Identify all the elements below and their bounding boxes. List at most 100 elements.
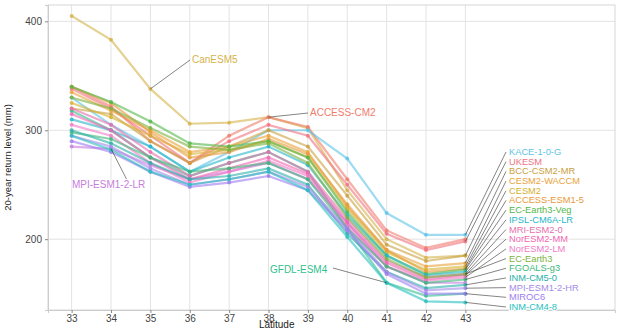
series-point: [70, 123, 74, 127]
series-point: [385, 248, 389, 252]
x-tick: 41: [382, 310, 394, 324]
plot-area: [70, 14, 468, 304]
series-point: [227, 156, 231, 160]
series-label: INM-CM4-8: [509, 302, 557, 312]
series-point: [188, 177, 192, 181]
y-axis: 200 300 400: [25, 6, 48, 311]
series-line: [72, 108, 466, 277]
series-label: MPI-ESM1-2-HR: [509, 283, 579, 293]
y-tick-mark: [45, 239, 48, 240]
series-point: [385, 211, 389, 215]
y-axis-line: [45, 6, 49, 311]
series-label: UKESM: [509, 157, 542, 167]
series-label: GFDL-ESM4: [270, 264, 328, 275]
series-point: [188, 183, 192, 187]
grid: [48, 5, 615, 310]
series-point: [70, 96, 74, 100]
series-label: KACE-1-0-G: [509, 147, 561, 157]
series-point: [385, 257, 389, 261]
series-point: [227, 139, 231, 143]
y-tick-mark: [45, 21, 48, 22]
y-tick: 300: [25, 125, 48, 136]
series-point: [267, 141, 271, 145]
x-tick: 33: [67, 310, 79, 324]
series-point: [70, 134, 74, 138]
series-line: [72, 147, 466, 283]
series-point: [148, 130, 152, 134]
series-point: [70, 96, 74, 100]
series-line: [72, 108, 466, 261]
series-point: [267, 128, 271, 132]
series-point: [148, 161, 152, 165]
series-point: [385, 272, 389, 276]
series-label: MPI-ESM1-2-LR: [72, 179, 145, 190]
series-point: [188, 177, 192, 181]
series-point: [109, 106, 113, 110]
series-point: [148, 139, 152, 143]
series-point: [70, 106, 74, 110]
series-point: [188, 170, 192, 174]
series-point: [70, 117, 74, 121]
y-tick-label: 300: [25, 125, 42, 136]
series-point: [385, 264, 389, 268]
series-point: [267, 150, 271, 154]
series-point: [188, 122, 192, 126]
series-point: [227, 148, 231, 152]
series-point: [227, 134, 231, 138]
x-tick-label: 39: [303, 313, 315, 324]
series-point: [148, 170, 152, 174]
label-leader: [333, 268, 387, 283]
series-line: [72, 98, 466, 278]
x-tick: 36: [185, 310, 197, 324]
series-point: [188, 170, 192, 174]
x-tick-label: 35: [145, 313, 157, 324]
plot-frame: [48, 5, 615, 310]
series-label: MRI-ESM2-0: [509, 225, 563, 235]
label-leader: [465, 181, 506, 263]
series-label: EC-Earth3-Veg: [509, 205, 572, 215]
series-point: [188, 177, 192, 181]
grid-line: [111, 5, 112, 310]
series-point: [345, 157, 349, 161]
series-point: [70, 14, 74, 18]
series-point: [188, 161, 192, 165]
series-point: [70, 85, 74, 89]
series-label: IPSL-CM6A-LR: [509, 215, 573, 225]
series-line: [72, 89, 466, 250]
series-point: [70, 85, 74, 89]
series-point: [148, 156, 152, 160]
label-leader: [465, 200, 506, 268]
series-line: [72, 87, 466, 274]
series-label: ACCESS-ESM1-5: [509, 195, 584, 205]
series-point: [188, 170, 192, 174]
series-point: [148, 120, 152, 124]
series-point: [148, 156, 152, 160]
series-point: [70, 101, 74, 105]
series-point: [70, 106, 74, 110]
series-point: [70, 139, 74, 143]
series-point: [267, 170, 271, 174]
x-tick: 35: [145, 310, 157, 324]
label-leader: [465, 287, 506, 289]
chart: 3334353637383940414243200300400Latitude2…: [0, 0, 623, 330]
y-tick: 400: [25, 16, 48, 27]
series-line: [72, 103, 466, 270]
series-point: [424, 275, 428, 279]
y-tick: 200: [25, 234, 48, 245]
series-point: [385, 248, 389, 252]
series-point: [70, 112, 74, 116]
label-leader: [150, 60, 190, 89]
series-point: [424, 259, 428, 263]
series-point: [109, 137, 113, 141]
series-point: [109, 128, 113, 132]
series-point: [385, 237, 389, 241]
x-tick-label: 36: [185, 313, 197, 324]
series-point: [385, 264, 389, 268]
label-leader: [465, 220, 506, 272]
x-tick: 34: [106, 310, 118, 324]
series-point: [306, 188, 310, 192]
x-axis: 3334353637383940414243: [49, 310, 616, 324]
series-point: [188, 156, 192, 160]
grid-line: [426, 5, 427, 310]
series-line: [72, 132, 466, 282]
